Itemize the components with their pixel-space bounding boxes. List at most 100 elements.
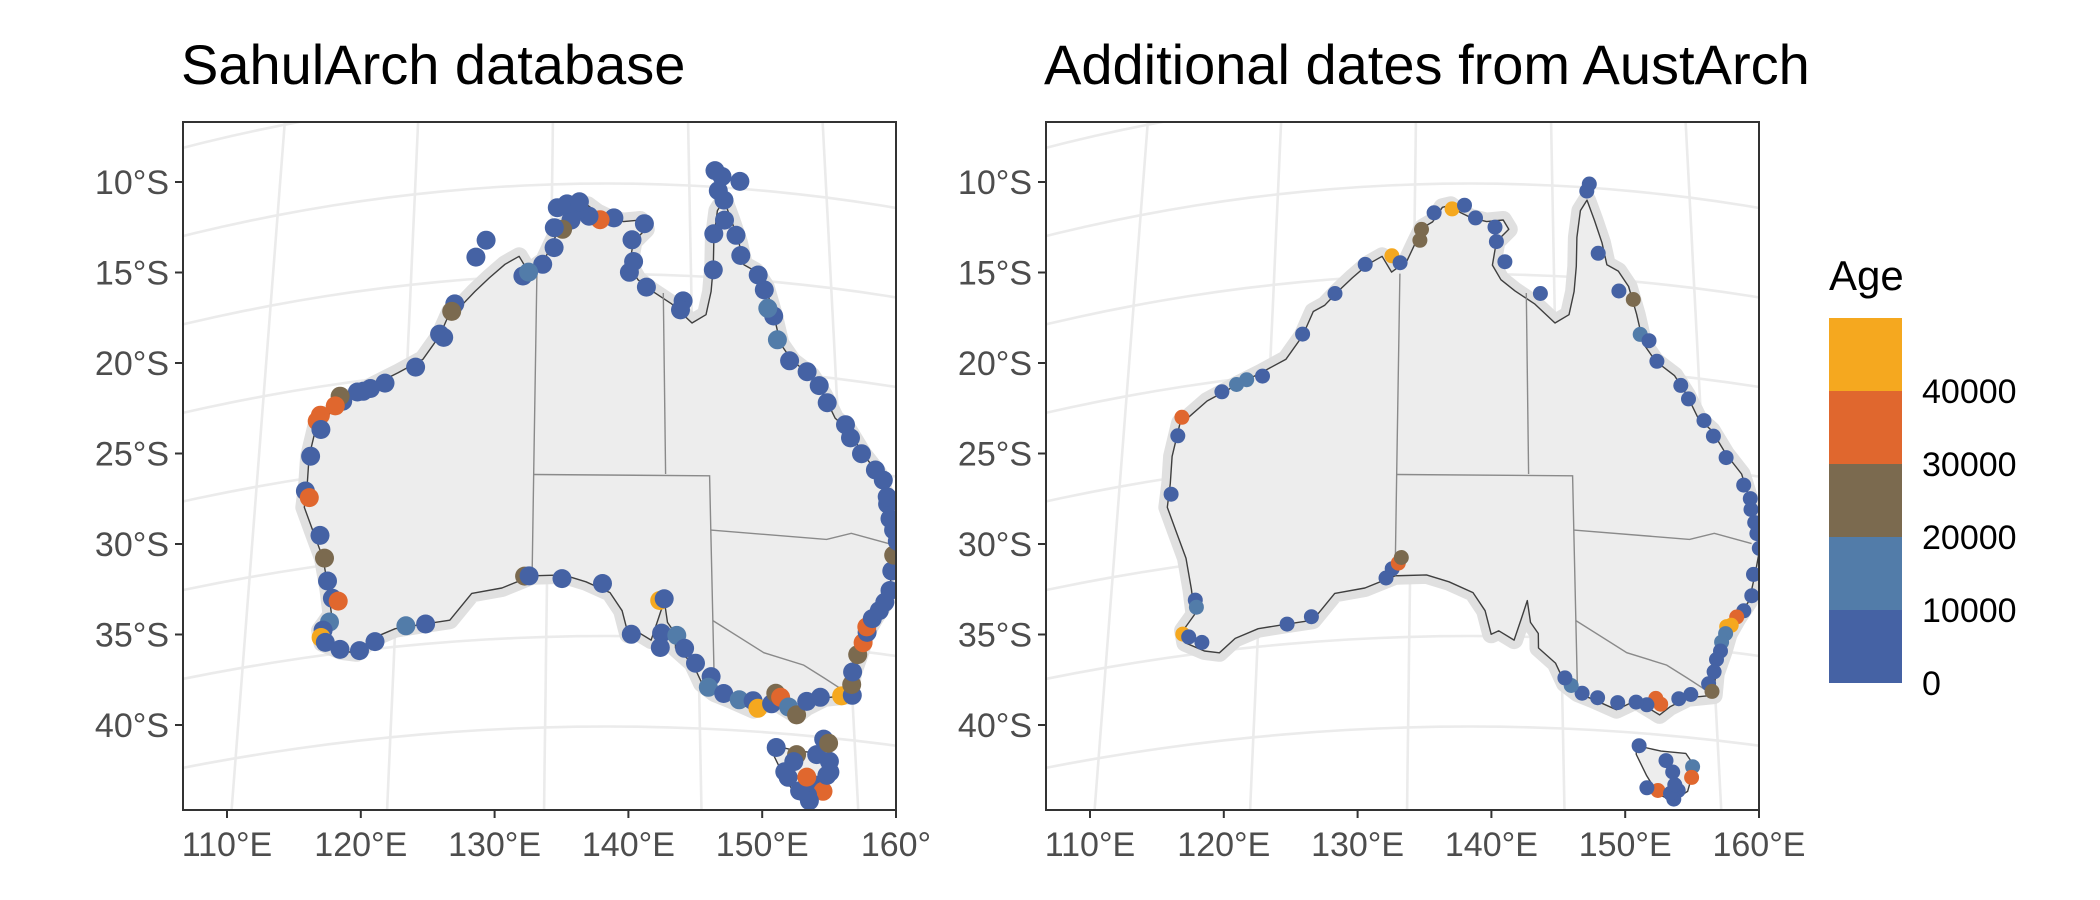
state-border: [710, 529, 889, 545]
site-point: [1279, 616, 1295, 632]
site-point: [1743, 502, 1759, 517]
site-point: [1746, 566, 1759, 582]
site-point: [519, 262, 539, 282]
site-point: [315, 548, 334, 568]
site-point: [703, 260, 723, 280]
state-border: [1396, 473, 1579, 694]
state-border: [531, 273, 538, 576]
site-point: [1468, 210, 1483, 226]
site-point: [1393, 550, 1409, 565]
site-point: [730, 171, 750, 191]
site-point: [1557, 670, 1573, 686]
site-point: [476, 230, 496, 250]
site-point: [650, 638, 670, 657]
lat-tick-label: 15°S: [958, 255, 1032, 293]
lat-tick-label: 35°S: [958, 617, 1032, 655]
site-point: [311, 420, 331, 439]
site-point: [1444, 201, 1460, 217]
site-point: [1188, 599, 1204, 615]
australia-landmass: [1158, 191, 1759, 802]
legend-label: 40000: [1922, 373, 2017, 411]
site-point: [731, 246, 751, 265]
lat-tick-label: 15°S: [95, 255, 169, 293]
site-point: [675, 638, 695, 658]
axes: 10°S 15°S 20°S 25°S 30°S 35°S 40°S 110°E 120°E 13…: [95, 164, 931, 864]
site-point: [1749, 526, 1759, 542]
site-point: [715, 210, 734, 230]
site-points: [295, 161, 896, 810]
site-point: [1579, 183, 1595, 199]
site-point: [325, 396, 345, 416]
state-border: [1525, 292, 1530, 475]
site-point: [442, 301, 462, 321]
site-point: [813, 781, 833, 801]
parallel-line: [1046, 122, 1169, 150]
site-point: [1709, 652, 1724, 667]
parallel-line: [1046, 725, 1759, 770]
site-point: [1327, 286, 1343, 301]
site-point: [865, 460, 885, 480]
lon-tick-label: 160°E: [1712, 826, 1805, 864]
site-point: [784, 752, 804, 772]
site-point: [569, 192, 589, 212]
site-point: [884, 545, 896, 565]
lat-tick-label: 25°S: [958, 436, 1032, 474]
lat-tick-label: 20°S: [958, 345, 1032, 383]
site-point: [406, 357, 426, 377]
lon-tick-label: 120°E: [1177, 826, 1270, 864]
legend-title: Age: [1829, 252, 1904, 299]
site-point: [797, 767, 817, 787]
lat-tick-label: 30°S: [958, 526, 1032, 564]
site-point: [1174, 409, 1190, 425]
map-frame: [1045, 121, 1760, 811]
lon-tick-label: 120°E: [314, 826, 407, 864]
panel-title: SahulArch database: [181, 33, 685, 96]
lon-tick-label: 160°: [861, 826, 931, 864]
legend-label: 10000: [1922, 592, 2017, 630]
site-point: [852, 444, 871, 464]
site-point: [1696, 413, 1712, 429]
site-point: [726, 225, 746, 245]
site-point: [1667, 777, 1683, 793]
map-panel-sahularch: SahulArch database 10°S 15°S 20°S 25°S 30°S 3…: [95, 33, 931, 864]
site-point: [714, 684, 734, 703]
site-points: [1163, 176, 1759, 807]
legend-swatch: [1829, 464, 1902, 537]
lat-tick-label: 25°S: [95, 436, 169, 474]
site-point: [1665, 764, 1681, 780]
site-point: [704, 224, 724, 244]
axes: 10°S 15°S 20°S 25°S 30°S 35°S 40°S 110°E 120°E 13…: [958, 164, 1806, 864]
site-point: [1683, 687, 1699, 702]
site-point: [544, 238, 564, 258]
site-point: [654, 589, 674, 609]
site-point: [880, 581, 896, 600]
site-point: [519, 566, 539, 586]
lon-tick-label: 150°E: [1579, 826, 1672, 864]
site-point: [1457, 197, 1472, 213]
site-point: [1625, 292, 1641, 307]
site-point: [819, 733, 839, 753]
site-point: [1303, 609, 1319, 625]
site-point: [1412, 232, 1428, 248]
site-point: [820, 762, 840, 782]
site-point: [729, 690, 749, 710]
lon-tick-label: 140°E: [582, 826, 675, 864]
site-point: [604, 208, 624, 228]
site-point: [318, 571, 337, 591]
site-point: [301, 446, 321, 466]
site-point: [671, 300, 690, 320]
site-point: [1718, 450, 1734, 466]
site-point: [622, 230, 642, 250]
site-point: [1194, 634, 1210, 650]
lat-tick-label: 35°S: [95, 617, 169, 655]
site-point: [1357, 256, 1373, 272]
site-point: [748, 265, 768, 285]
site-point: [1487, 219, 1503, 235]
lon-tick-label: 130°E: [448, 826, 541, 864]
panel-title: Additional dates from AustArch: [1044, 33, 1810, 96]
site-point: [375, 373, 395, 393]
site-point: [780, 351, 800, 371]
site-point: [652, 623, 672, 643]
site-point: [810, 687, 830, 707]
state-border: [1394, 273, 1401, 576]
